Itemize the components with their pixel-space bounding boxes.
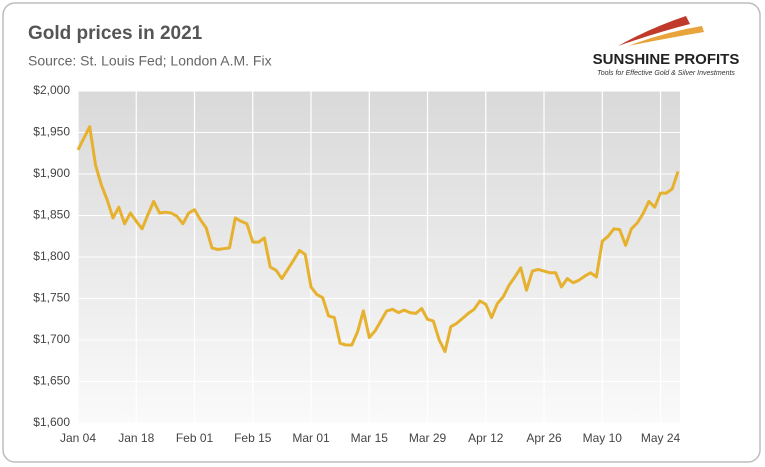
y-tick-label: $1,800 [33, 249, 70, 263]
y-tick-label: $1,900 [33, 166, 70, 180]
logo: SUNSHINE PROFITS Tools for Effective Gol… [593, 16, 740, 77]
y-tick-label: $1,700 [33, 332, 70, 346]
x-tick-label: Mar 15 [351, 431, 389, 445]
y-tick-label: $1,950 [33, 125, 70, 139]
x-tick-label: May 10 [583, 431, 623, 445]
logo-tagline: Tools for Effective Gold & Silver Invest… [597, 70, 735, 77]
x-tick-label: Mar 01 [292, 431, 330, 445]
chart-title: Gold prices in 2021 [28, 23, 203, 44]
chart-subtitle: Source: St. Louis Fed; London A.M. Fix [28, 53, 272, 69]
x-tick-label: Mar 29 [409, 431, 447, 445]
y-tick-label: $1,600 [33, 415, 70, 429]
y-tick-label: $1,650 [33, 374, 70, 388]
logo-swoosh [628, 26, 704, 46]
price-line [76, 125, 680, 354]
x-tick-label: Jan 04 [60, 431, 96, 445]
x-tick-label: Feb 15 [234, 431, 272, 445]
x-tick-label: Apr 26 [526, 431, 562, 445]
x-tick-label: Feb 01 [176, 431, 214, 445]
logo-name: SUNSHINE PROFITS [593, 51, 740, 68]
y-tick-label: $1,850 [33, 208, 70, 222]
y-tick-label: $2,000 [33, 83, 70, 97]
x-tick-label: Jan 18 [118, 431, 154, 445]
logo-swoosh [618, 16, 690, 46]
y-tick-label: $1,750 [33, 291, 70, 305]
x-tick-label: Apr 12 [468, 431, 504, 445]
x-tick-label: May 24 [641, 431, 681, 445]
